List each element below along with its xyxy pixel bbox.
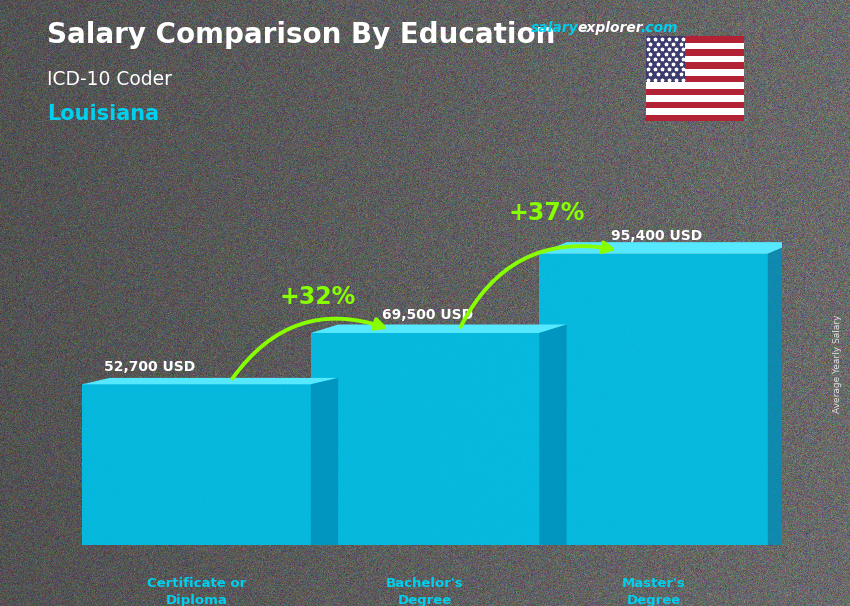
Bar [646, 82, 744, 88]
Text: .com: .com [640, 21, 677, 35]
Bar [646, 43, 744, 50]
Polygon shape [768, 242, 795, 545]
Bar [646, 95, 744, 102]
Polygon shape [311, 333, 539, 545]
Text: 69,500 USD: 69,500 USD [382, 308, 473, 322]
Text: Salary Comparison By Education: Salary Comparison By Education [47, 21, 555, 49]
Bar [646, 88, 744, 95]
Text: salary: salary [531, 21, 579, 35]
Text: ICD-10 Coder: ICD-10 Coder [47, 70, 172, 88]
Polygon shape [82, 378, 338, 384]
Text: 52,700 USD: 52,700 USD [104, 360, 195, 374]
Text: +37%: +37% [508, 201, 585, 225]
Text: Bachelor's
Degree: Bachelor's Degree [386, 577, 464, 606]
Bar [646, 108, 744, 115]
Bar [646, 115, 744, 121]
Bar [646, 102, 744, 108]
Polygon shape [539, 254, 768, 545]
Text: 95,400 USD: 95,400 USD [610, 229, 702, 243]
Text: Certificate or
Diploma: Certificate or Diploma [147, 577, 246, 606]
Bar [646, 36, 685, 82]
Text: Louisiana: Louisiana [47, 104, 159, 124]
Bar [646, 62, 744, 69]
Bar [646, 56, 744, 62]
Polygon shape [539, 324, 567, 545]
Polygon shape [311, 324, 567, 333]
Text: explorer: explorer [578, 21, 643, 35]
Text: Average Yearly Salary: Average Yearly Salary [833, 315, 842, 413]
Polygon shape [539, 242, 795, 254]
Polygon shape [82, 384, 311, 545]
Text: +32%: +32% [280, 285, 356, 309]
Bar [646, 69, 744, 76]
Bar [646, 76, 744, 82]
Bar [646, 50, 744, 56]
Polygon shape [311, 378, 338, 545]
Text: Master's
Degree: Master's Degree [621, 577, 685, 606]
Bar [646, 36, 744, 43]
